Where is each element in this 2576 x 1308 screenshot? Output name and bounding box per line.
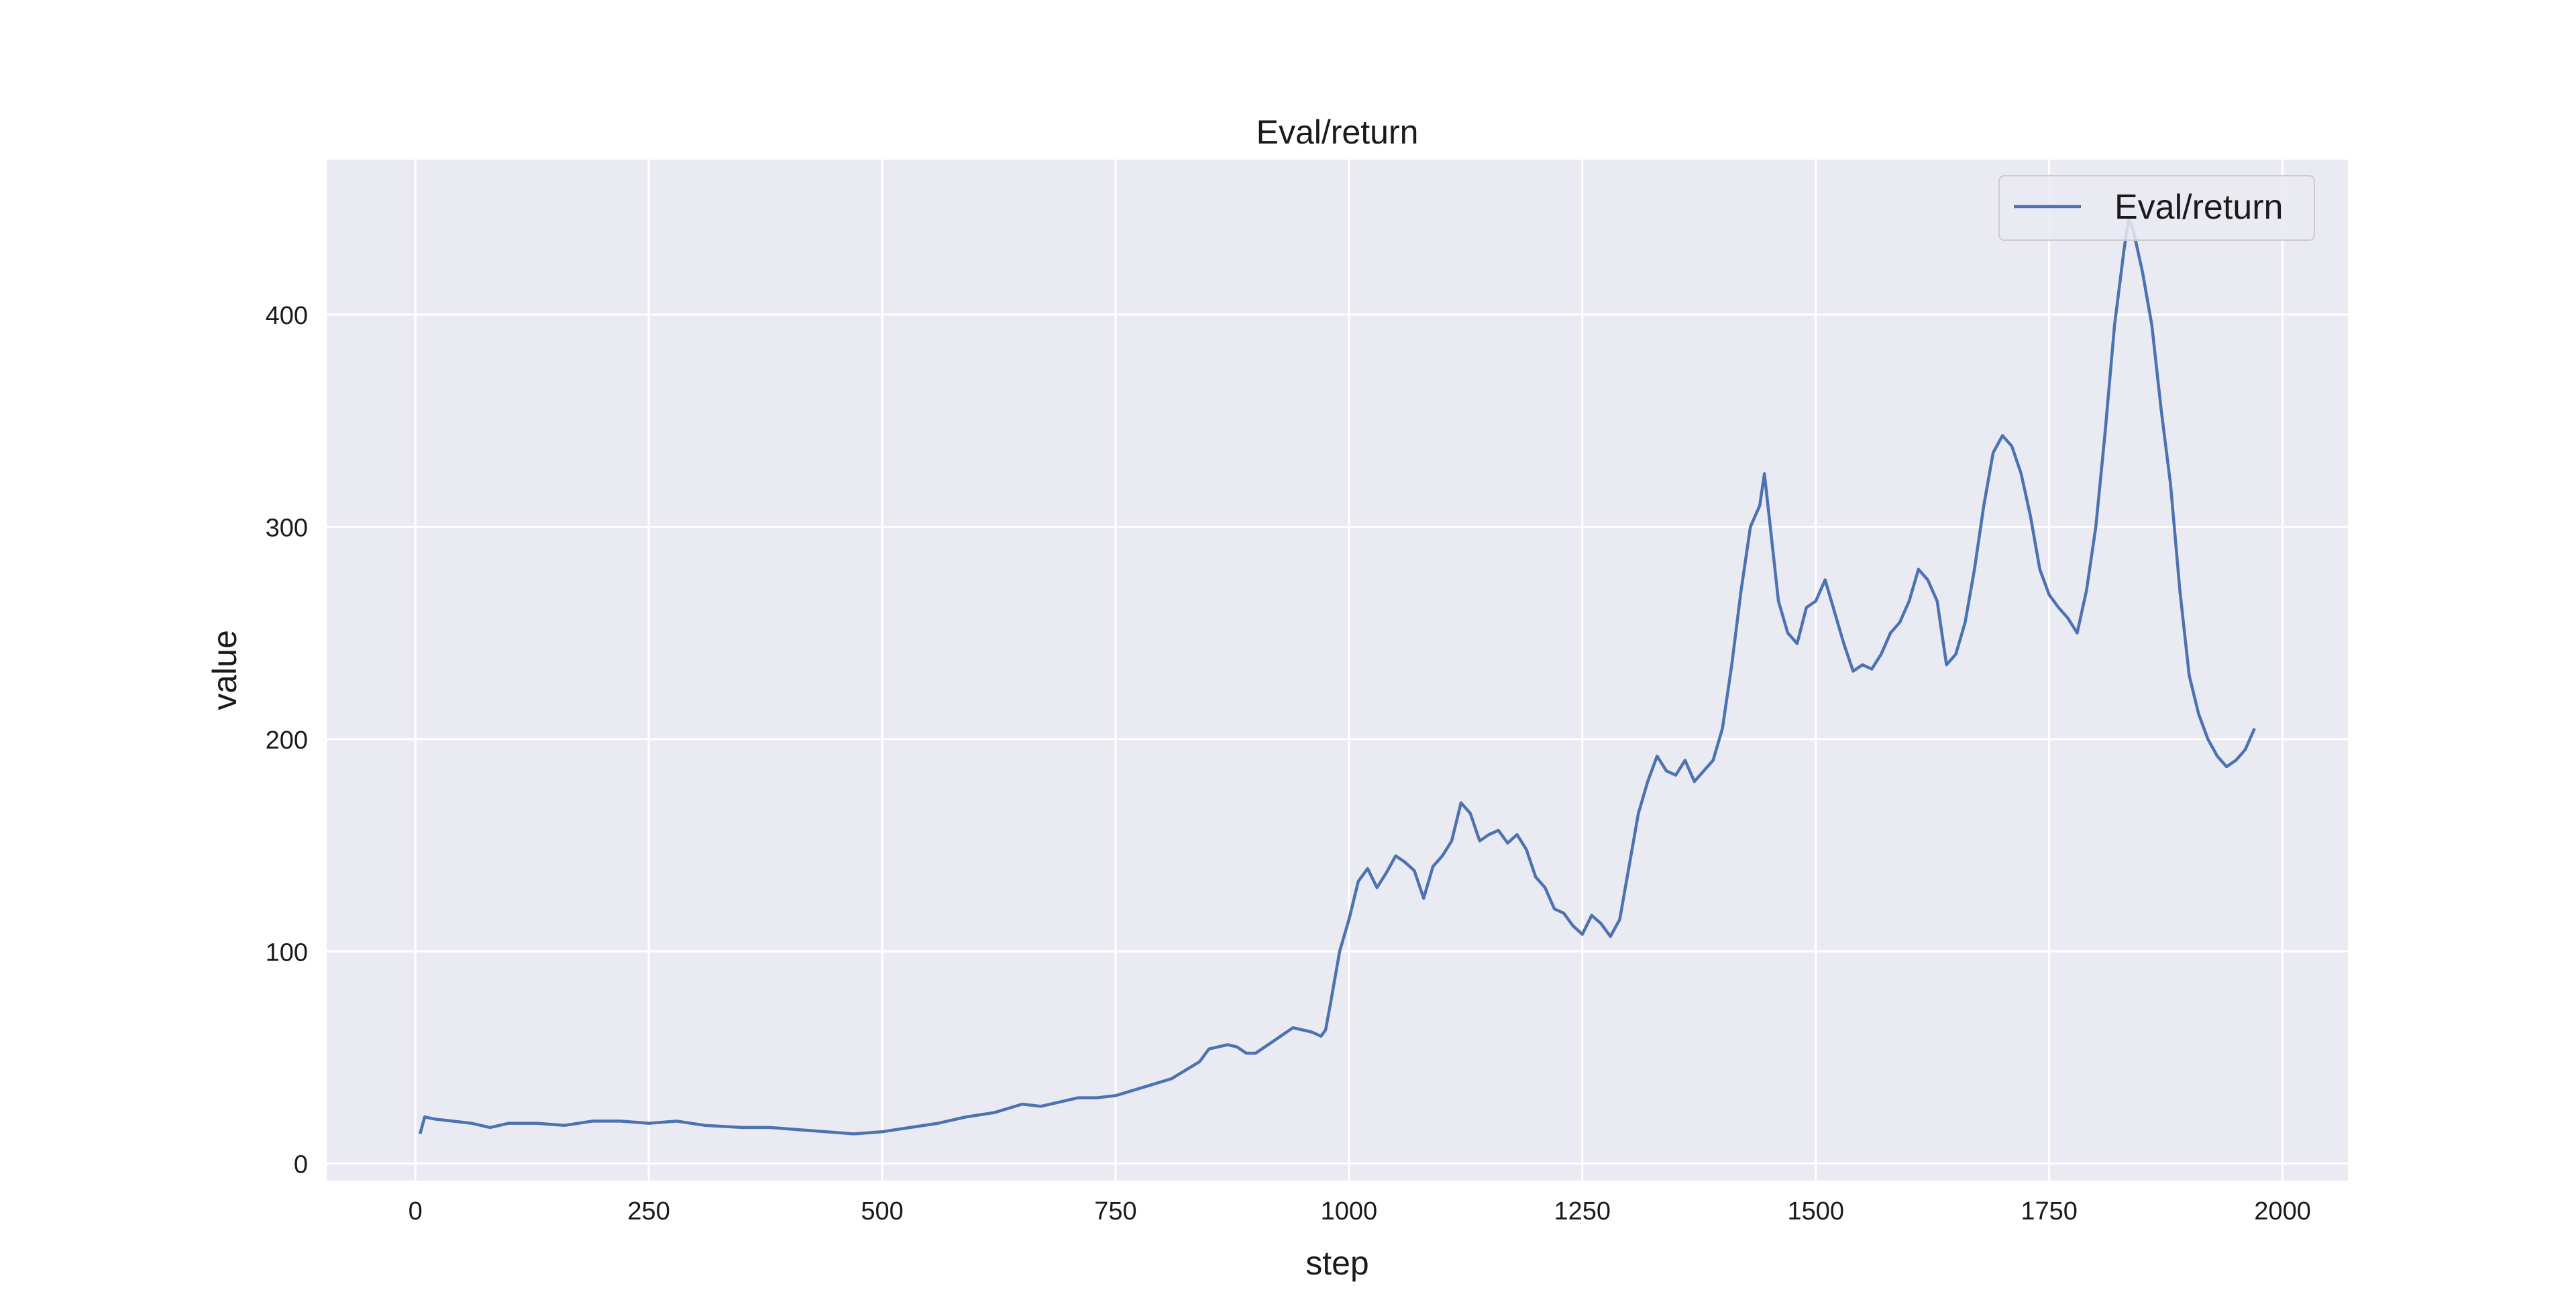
x-axis-label: step: [1305, 1244, 1369, 1282]
grid: [327, 160, 2348, 1181]
x-tick-label: 1750: [2021, 1197, 2078, 1225]
x-tick-label: 1500: [1787, 1197, 1844, 1225]
x-tick-label: 2000: [2254, 1197, 2311, 1225]
y-tick-label: 0: [294, 1151, 308, 1179]
y-tick-label: 200: [266, 726, 308, 755]
x-tick-label: 1250: [1554, 1197, 1611, 1225]
legend: Eval/return: [1998, 175, 2315, 241]
y-tick-label: 400: [266, 302, 308, 330]
series-line-eval-return: [419, 217, 2256, 1136]
tick-labels: 0 250 500 750 1000 1250 1500 1750 2000 0 100 200 300…: [266, 302, 2311, 1225]
y-axis-label: value: [206, 630, 244, 710]
x-tick-label: 1000: [1321, 1197, 1378, 1225]
x-tick-label: 750: [1094, 1197, 1136, 1225]
y-tick-label: 300: [266, 514, 308, 542]
plot-area: [327, 160, 2348, 1181]
x-tick-label: 0: [409, 1197, 423, 1225]
legend-box: [1998, 175, 2315, 241]
x-tick-label: 500: [861, 1197, 903, 1225]
x-tick-label: 250: [627, 1197, 669, 1225]
chart-title: Eval/return: [1256, 113, 1419, 151]
legend-label: Eval/return: [2114, 188, 2283, 227]
y-tick-label: 100: [266, 938, 308, 967]
